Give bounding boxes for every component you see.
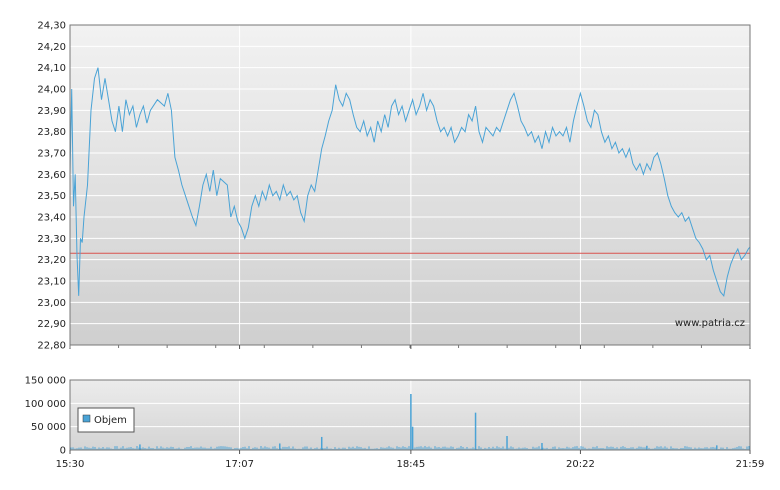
price-grid xyxy=(69,24,751,346)
watermark-text: www.patria.cz xyxy=(675,318,745,329)
volume-y-tick-label: 150 000 xyxy=(25,376,66,387)
price-y-tick-label: 23,60 xyxy=(37,170,66,181)
price-y-tick-label: 23,50 xyxy=(37,191,66,202)
x-axis-ticks: 15:30 17:07 18:45 20:22 21:59 xyxy=(56,345,765,470)
price-y-tick-label: 22,80 xyxy=(37,341,66,352)
price-y-tick-label: 23,40 xyxy=(37,213,66,224)
legend-swatch xyxy=(82,414,91,423)
price-y-tick-label: 24,10 xyxy=(37,63,66,74)
volume-y-ticks: 150 000 100 000 50 000 0 xyxy=(25,376,66,457)
volume-bars xyxy=(70,394,750,450)
x-tick-label: 15:30 xyxy=(56,459,85,470)
price-plot-area xyxy=(70,25,750,345)
volume-y-tick-label: 100 000 xyxy=(25,399,66,410)
legend: Objem xyxy=(77,407,135,433)
price-y-tick-label: 24,30 xyxy=(37,21,66,32)
price-y-tick-label: 23,30 xyxy=(37,234,66,245)
price-y-tick-label: 23,70 xyxy=(37,149,66,160)
x-tick-label: 18:45 xyxy=(396,459,425,470)
price-y-tick-label: 23,10 xyxy=(37,277,66,288)
price-y-tick-label: 24,20 xyxy=(37,42,66,53)
price-y-tick-label: 23,90 xyxy=(37,106,66,117)
price-y-tick-label: 23,80 xyxy=(37,127,66,138)
x-tick-label: 20:22 xyxy=(566,459,595,470)
volume-plot-area xyxy=(70,380,750,450)
volume-plot-border xyxy=(69,379,751,451)
x-tick-label: 17:07 xyxy=(225,459,254,470)
price-y-ticks: 24,30 24,20 24,10 24,00 23,90 23,80 23,70 23,60… xyxy=(37,21,66,352)
volume-y-tick-label: 0 xyxy=(60,446,66,457)
x-tick-label: 21:59 xyxy=(736,459,765,470)
price-y-tick-label: 23,20 xyxy=(37,255,66,266)
price-series-line xyxy=(69,67,751,298)
legend-label: Objem xyxy=(94,415,127,426)
volume-y-tick-label: 50 000 xyxy=(31,422,66,433)
price-y-tick-label: 23,00 xyxy=(37,298,66,309)
price-y-tick-label: 24,00 xyxy=(37,85,66,96)
price-y-tick-label: 22,90 xyxy=(37,319,66,330)
